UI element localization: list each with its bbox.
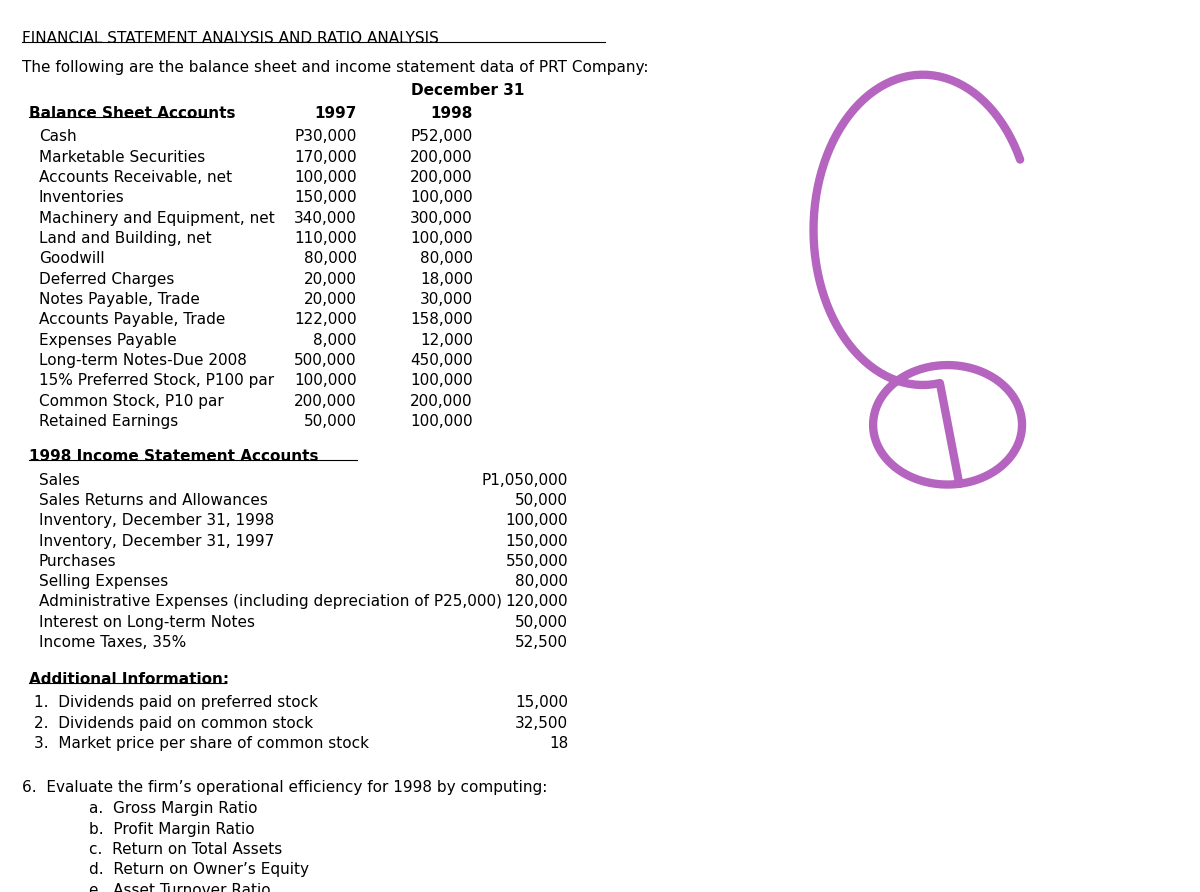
Text: 200,000: 200,000 [410,393,473,409]
Text: e.  Asset Turnover Ratio: e. Asset Turnover Ratio [89,883,270,892]
Text: Deferred Charges: Deferred Charges [38,272,174,286]
Text: P52,000: P52,000 [410,129,473,145]
Text: The following are the balance sheet and income statement data of PRT Company:: The following are the balance sheet and … [22,60,648,75]
Text: 32,500: 32,500 [515,715,569,731]
Text: 300,000: 300,000 [410,211,473,226]
Text: 150,000: 150,000 [294,190,356,205]
Text: 20,000: 20,000 [304,272,356,286]
Text: 30,000: 30,000 [420,292,473,307]
Text: 100,000: 100,000 [410,414,473,429]
Text: Expenses Payable: Expenses Payable [38,333,176,348]
Text: 80,000: 80,000 [304,252,356,267]
Text: 340,000: 340,000 [294,211,356,226]
Text: 50,000: 50,000 [515,615,569,630]
Text: Marketable Securities: Marketable Securities [38,150,205,165]
Text: Cash: Cash [38,129,77,145]
Text: Balance Sheet Accounts: Balance Sheet Accounts [29,106,235,121]
Text: 20,000: 20,000 [304,292,356,307]
Text: 80,000: 80,000 [515,574,569,589]
Text: Accounts Payable, Trade: Accounts Payable, Trade [38,312,226,327]
Text: Sales: Sales [38,473,79,488]
Text: 100,000: 100,000 [294,374,356,388]
Text: Sales Returns and Allowances: Sales Returns and Allowances [38,493,268,508]
Text: c.  Return on Total Assets: c. Return on Total Assets [89,842,282,857]
Text: 550,000: 550,000 [505,554,569,569]
Text: 1998 Income Statement Accounts: 1998 Income Statement Accounts [29,450,318,465]
Text: 120,000: 120,000 [505,594,569,609]
Text: P30,000: P30,000 [294,129,356,145]
Text: December 31: December 31 [412,83,524,98]
Text: P1,050,000: P1,050,000 [482,473,569,488]
Text: 80,000: 80,000 [420,252,473,267]
Text: 3.  Market price per share of common stock: 3. Market price per share of common stoc… [34,736,368,751]
Text: 200,000: 200,000 [410,150,473,165]
Text: a.  Gross Margin Ratio: a. Gross Margin Ratio [89,802,257,816]
Text: 100,000: 100,000 [410,190,473,205]
Text: Administrative Expenses (including depreciation of P25,000): Administrative Expenses (including depre… [38,594,502,609]
Text: FINANCIAL STATEMENT ANALYSIS AND RATIO ANALYSIS: FINANCIAL STATEMENT ANALYSIS AND RATIO A… [22,30,439,45]
Text: 158,000: 158,000 [410,312,473,327]
Text: 100,000: 100,000 [294,170,356,186]
Text: 18: 18 [548,736,569,751]
Text: 450,000: 450,000 [410,353,473,368]
Text: Interest on Long-term Notes: Interest on Long-term Notes [38,615,254,630]
Text: 1.  Dividends paid on preferred stock: 1. Dividends paid on preferred stock [34,695,318,710]
Text: 1998: 1998 [431,106,473,121]
Text: Inventories: Inventories [38,190,125,205]
Text: Additional Information:: Additional Information: [29,672,229,687]
Text: b.  Profit Margin Ratio: b. Profit Margin Ratio [89,822,254,837]
Text: Common Stock, P10 par: Common Stock, P10 par [38,393,223,409]
Text: 18,000: 18,000 [420,272,473,286]
Text: Goodwill: Goodwill [38,252,104,267]
Text: Accounts Receivable, net: Accounts Receivable, net [38,170,232,186]
Text: Purchases: Purchases [38,554,116,569]
Text: Land and Building, net: Land and Building, net [38,231,211,246]
Text: Retained Earnings: Retained Earnings [38,414,178,429]
Text: d.  Return on Owner’s Equity: d. Return on Owner’s Equity [89,863,308,878]
Text: 200,000: 200,000 [294,393,356,409]
Text: Inventory, December 31, 1998: Inventory, December 31, 1998 [38,513,274,528]
Text: 150,000: 150,000 [505,533,569,549]
Text: 100,000: 100,000 [410,231,473,246]
Text: Long-term Notes-Due 2008: Long-term Notes-Due 2008 [38,353,247,368]
Text: 110,000: 110,000 [294,231,356,246]
Text: Selling Expenses: Selling Expenses [38,574,168,589]
Text: 200,000: 200,000 [410,170,473,186]
Text: 100,000: 100,000 [505,513,569,528]
Text: 52,500: 52,500 [515,635,569,650]
Text: Notes Payable, Trade: Notes Payable, Trade [38,292,199,307]
Text: Machinery and Equipment, net: Machinery and Equipment, net [38,211,275,226]
Text: 15% Preferred Stock, P100 par: 15% Preferred Stock, P100 par [38,374,274,388]
Text: 8,000: 8,000 [313,333,356,348]
Text: Inventory, December 31, 1997: Inventory, December 31, 1997 [38,533,274,549]
Text: 100,000: 100,000 [410,374,473,388]
Text: 500,000: 500,000 [294,353,356,368]
Text: 15,000: 15,000 [515,695,569,710]
Text: 1997: 1997 [314,106,356,121]
Text: 50,000: 50,000 [515,493,569,508]
Text: 170,000: 170,000 [294,150,356,165]
Text: 2.  Dividends paid on common stock: 2. Dividends paid on common stock [34,715,313,731]
Text: 50,000: 50,000 [304,414,356,429]
Text: 122,000: 122,000 [294,312,356,327]
Text: Income Taxes, 35%: Income Taxes, 35% [38,635,186,650]
Text: 12,000: 12,000 [420,333,473,348]
Text: 6.  Evaluate the firm’s operational efficiency for 1998 by computing:: 6. Evaluate the firm’s operational effic… [22,780,547,795]
